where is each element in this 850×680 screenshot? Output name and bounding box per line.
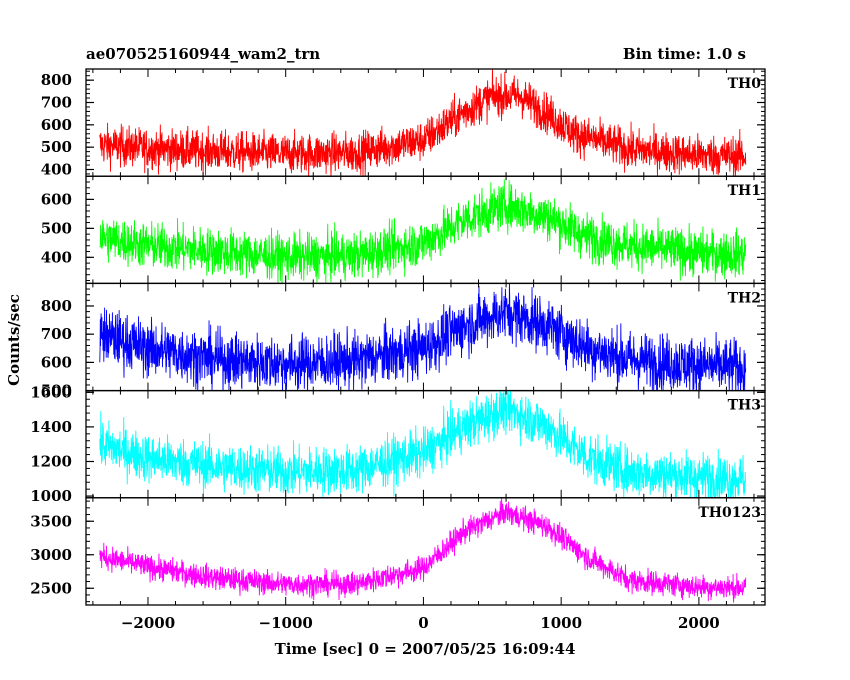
series-line-th0123 xyxy=(99,497,747,603)
y-tick-label: 2500 xyxy=(30,579,72,597)
panel-label: TH2 xyxy=(728,290,761,306)
panels-group: 400 500 600 700 800 TH0 400 500 600 TH1 500 600 700 8… xyxy=(30,68,766,632)
panel-th1: 400 500 600 TH1 xyxy=(41,175,766,285)
chart-title: ae070525160944_wam2_trn xyxy=(86,45,320,63)
y-tick-label: 700 xyxy=(41,325,72,343)
y-tick-label: 1400 xyxy=(30,418,72,436)
y-tick-label: 800 xyxy=(41,297,72,315)
y-tick-label: 700 xyxy=(41,94,72,112)
series-line-th2 xyxy=(99,283,747,391)
y-tick-label: 400 xyxy=(41,248,72,266)
panel-label: TH1 xyxy=(728,183,761,199)
y-tick-label: 3000 xyxy=(30,546,72,564)
series-line-th3 xyxy=(99,390,746,498)
x-tick-label: 2000 xyxy=(678,614,720,632)
x-axis-label: Time [sec] 0 = 2007/05/25 16:09:44 xyxy=(275,640,576,658)
panel-th0123: 2500 3000 3500 TH0123 xyxy=(30,497,766,606)
panel-th2: 500 600 700 800 TH2 xyxy=(41,282,766,400)
panel-th0: 400 500 600 700 800 TH0 xyxy=(41,68,766,179)
y-tick-label: 1000 xyxy=(30,487,72,505)
y-tick-label: 800 xyxy=(41,71,72,89)
y-tick-label: 500 xyxy=(41,382,72,400)
y-tick-label: 1200 xyxy=(30,452,72,470)
panel-label: TH0123 xyxy=(698,505,761,521)
y-tick-label: 500 xyxy=(41,219,72,237)
panel-frame xyxy=(85,497,766,606)
y-tick-label: 600 xyxy=(41,353,72,371)
x-tick-label: 1000 xyxy=(540,614,582,632)
series-line-th0 xyxy=(99,69,747,177)
y-tick-label: 600 xyxy=(41,116,72,134)
x-tick-label: 0 xyxy=(418,614,428,632)
series-line-th1 xyxy=(99,179,747,284)
x-tick-label: −2000 xyxy=(121,614,175,632)
y-tick-label: 500 xyxy=(41,138,72,156)
panel-label: TH3 xyxy=(728,398,761,414)
y-tick-label: 3500 xyxy=(30,512,72,530)
y-tick-label: 600 xyxy=(41,190,72,208)
panel-th3: 1000 1200 1400 1600 TH3 xyxy=(30,383,766,505)
y-tick-label: 1600 xyxy=(30,383,72,401)
x-tick-label: −1000 xyxy=(259,614,313,632)
y-tick-label: 400 xyxy=(41,161,72,179)
panel-label: TH0 xyxy=(728,76,762,92)
y-axis-label: Counts/sec xyxy=(5,294,23,386)
bin-time-label: Bin time: 1.0 s xyxy=(623,45,746,63)
